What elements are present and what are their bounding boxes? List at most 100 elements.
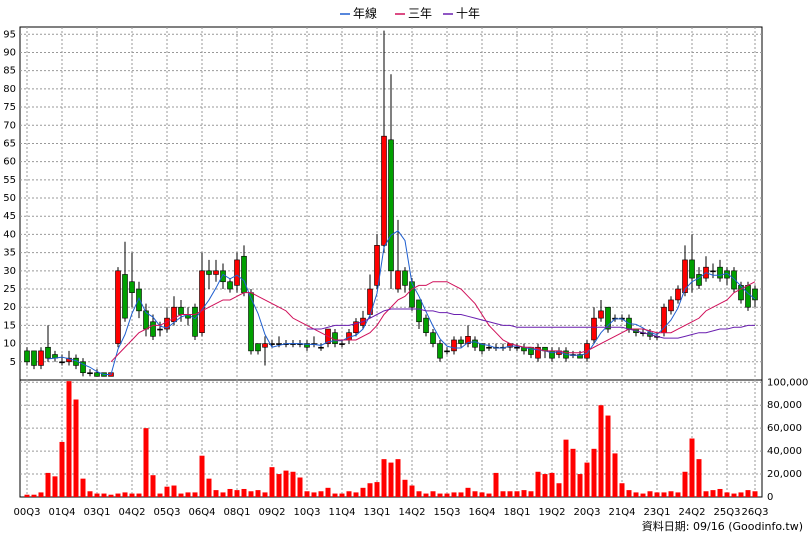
- candle-body: [472, 339, 478, 348]
- volume-bar: [479, 492, 485, 497]
- candle-body: [451, 339, 457, 352]
- candle-body: [157, 328, 163, 331]
- volume-bar: [626, 490, 632, 497]
- volume-bar: [668, 491, 674, 497]
- x-tick-label: 19Q2: [539, 507, 566, 518]
- candle-body: [276, 343, 282, 345]
- y-tick-label: 65: [3, 138, 16, 149]
- candle-body: [94, 372, 100, 377]
- candle-body: [199, 270, 205, 333]
- candle-body: [577, 354, 583, 359]
- volume-bar: [339, 493, 345, 497]
- x-tick-label: 04Q2: [119, 507, 146, 518]
- x-tick-label: 03Q1: [84, 507, 111, 518]
- x-tick-label: 24Q2: [679, 507, 706, 518]
- volume-bar: [108, 494, 114, 497]
- volume-bar: [262, 492, 268, 497]
- y-tick-label: 40: [3, 229, 16, 240]
- candle-body: [717, 266, 723, 279]
- volume-bar: [255, 490, 261, 497]
- volume-bar: [416, 491, 422, 497]
- x-tick-label: 05Q3: [154, 507, 181, 518]
- volume-bar: [227, 488, 233, 497]
- candle-body: [255, 343, 261, 352]
- volume-bar: [472, 491, 478, 497]
- y-tick-label: 10: [3, 339, 16, 350]
- volume-bar: [738, 492, 744, 497]
- volume-bar: [192, 492, 198, 497]
- volume-bar: [689, 438, 695, 497]
- y-tick-label: 85: [3, 66, 16, 77]
- volume-bar: [675, 492, 681, 497]
- volume-bar: [367, 483, 373, 497]
- volume-bar: [591, 448, 597, 497]
- candle-body: [206, 270, 212, 275]
- volume-bar: [451, 492, 457, 497]
- volume-bar: [346, 491, 352, 497]
- x-tick-label: 23Q1: [644, 507, 671, 518]
- volume-bar: [514, 491, 520, 497]
- volume-bar: [122, 492, 128, 497]
- volume-bar: [556, 483, 562, 497]
- x-tick-label: 13Q1: [364, 507, 391, 518]
- candle-body: [241, 255, 247, 293]
- y-tick-label: 70: [3, 120, 16, 131]
- candle-body: [122, 274, 128, 319]
- candle-body: [479, 343, 485, 352]
- candle-body: [129, 281, 135, 293]
- candle-body: [731, 270, 737, 290]
- volume-bar: [388, 462, 394, 497]
- y-tick-label: 5: [10, 357, 16, 368]
- candle-body: [668, 299, 674, 312]
- candle-body: [437, 343, 443, 359]
- candle-body: [402, 270, 408, 286]
- volume-bar: [605, 415, 611, 497]
- volume-bar: [549, 472, 555, 497]
- volume-bar: [353, 492, 359, 497]
- candle-body: [45, 346, 51, 359]
- volume-bar: [283, 470, 289, 497]
- volume-bar: [486, 493, 492, 497]
- candle-body: [115, 270, 121, 344]
- volume-bar: [248, 491, 254, 497]
- candle-body: [388, 139, 394, 272]
- x-tick-label: 20Q3: [574, 507, 601, 518]
- candle-body: [423, 317, 429, 333]
- y-tick-label: 45: [3, 211, 16, 222]
- candle-body: [171, 306, 177, 323]
- volume-bar: [402, 479, 408, 497]
- candle-body: [458, 339, 464, 344]
- candle-body: [605, 306, 611, 330]
- candle-body: [269, 343, 275, 345]
- y-tick-label: 15: [3, 320, 16, 331]
- legend-label: 年線: [353, 6, 377, 21]
- candle-body: [38, 350, 44, 366]
- x-tick-label: 09Q2: [259, 507, 286, 518]
- volume-bar: [598, 405, 604, 497]
- candle-body: [304, 343, 310, 348]
- candle-body: [598, 310, 604, 319]
- volume-bar: [290, 471, 296, 497]
- volume-bar: [633, 492, 639, 497]
- volume-bar: [444, 493, 450, 497]
- candle-body: [374, 245, 380, 286]
- candle-body: [752, 288, 758, 301]
- candle-body: [381, 135, 387, 246]
- candle-body: [24, 350, 30, 363]
- volume-bar: [185, 492, 191, 497]
- source-note: 資料日期: 09/16 (Goodinfo.tw): [642, 519, 803, 533]
- candle-body: [80, 361, 86, 374]
- ma-line: [47, 230, 756, 376]
- x-tick-label: 14Q2: [399, 507, 426, 518]
- volume-bar: [395, 459, 401, 497]
- volume-bar: [220, 492, 226, 497]
- candle-body: [332, 332, 338, 344]
- y2-tick-label: 80,000: [767, 400, 802, 411]
- volume-bar: [430, 491, 436, 497]
- volume-bar: [150, 475, 156, 497]
- x-tick-label: 26Q3: [742, 507, 769, 518]
- volume-bar: [52, 476, 58, 497]
- volume-bar: [73, 399, 79, 497]
